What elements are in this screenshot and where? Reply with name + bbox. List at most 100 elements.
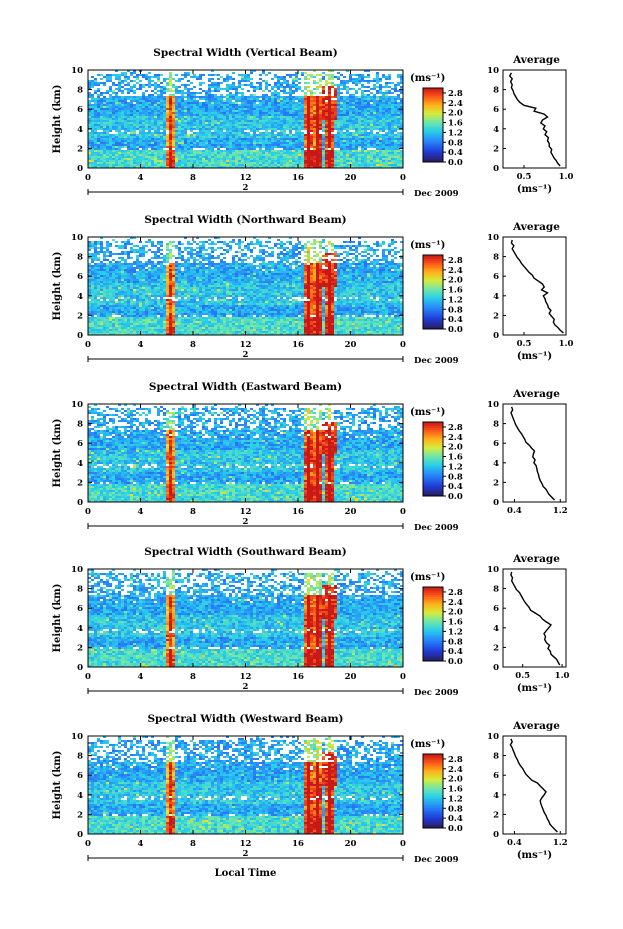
- heatmap-cell: [259, 114, 262, 116]
- heatmap-cell: [346, 134, 349, 136]
- heatmap-cell: [274, 96, 277, 98]
- heatmap-cell: [187, 72, 190, 74]
- heatmap-cell: [232, 102, 235, 104]
- heatmap-cell: [157, 146, 160, 148]
- heatmap-cell: [175, 88, 178, 90]
- heatmap-cell: [367, 70, 370, 72]
- heatmap-cell: [208, 80, 211, 82]
- heatmap-cell: [118, 110, 121, 112]
- heatmap-cell: [226, 122, 229, 124]
- heatmap-cell: [202, 255, 205, 257]
- heatmap-cell: [247, 110, 250, 112]
- heatmap-cell: [382, 118, 385, 120]
- heatmap-cell: [283, 114, 286, 116]
- heatmap-cell: [316, 98, 319, 100]
- heatmap-cell: [250, 120, 253, 122]
- heatmap-cell: [190, 148, 193, 150]
- heatmap-cell: [217, 138, 220, 140]
- heatmap-cell: [250, 122, 253, 124]
- heatmap-cell: [295, 84, 298, 86]
- heatmap-cell: [373, 164, 376, 166]
- heatmap-cell: [214, 88, 217, 90]
- heatmap-cell: [148, 164, 151, 166]
- heatmap-cell: [118, 80, 121, 82]
- heatmap-cell: [313, 144, 316, 146]
- heatmap-cell: [97, 98, 100, 100]
- heatmap-cell: [115, 164, 118, 166]
- heatmap-cell: [304, 243, 307, 245]
- heatmap-cell: [262, 245, 265, 247]
- heatmap-cell: [325, 82, 328, 84]
- heatmap-cell: [172, 116, 175, 118]
- heatmap-cell: [259, 108, 262, 110]
- heatmap-cell: [214, 150, 217, 152]
- heatmap-cell: [325, 128, 328, 130]
- heatmap-cell: [112, 96, 115, 98]
- heatmap-cell: [376, 150, 379, 152]
- heatmap-cell: [322, 156, 325, 158]
- heatmap-cell: [361, 251, 364, 253]
- heatmap-cell: [220, 104, 223, 106]
- heatmap-cell: [133, 106, 136, 108]
- heatmap-cell: [238, 84, 241, 86]
- heatmap-cell: [238, 130, 241, 132]
- heatmap-cell: [235, 116, 238, 118]
- heatmap-cell: [376, 126, 379, 128]
- heatmap-cell: [244, 255, 247, 257]
- heatmap-cell: [115, 114, 118, 116]
- heatmap-cell: [322, 158, 325, 160]
- heatmap-cell: [88, 110, 91, 112]
- heatmap-cell: [256, 124, 259, 126]
- heatmap-cell: [121, 138, 124, 140]
- heatmap-cell: [241, 116, 244, 118]
- heatmap-cell: [229, 128, 232, 130]
- heatmap-cell: [187, 251, 190, 253]
- heatmap-cell: [367, 156, 370, 158]
- heatmap-cell: [112, 110, 115, 112]
- heatmap-cell: [289, 162, 292, 164]
- heatmap-cell: [373, 112, 376, 114]
- heatmap-cell: [166, 162, 169, 164]
- heatmap-cell: [157, 138, 160, 140]
- heatmap-cell: [280, 140, 283, 142]
- heatmap-cell: [217, 130, 220, 132]
- heatmap-cell: [328, 164, 331, 166]
- heatmap-cell: [244, 136, 247, 138]
- heatmap-cell: [88, 124, 91, 126]
- heatmap-cell: [343, 142, 346, 144]
- heatmap-cell: [268, 152, 271, 154]
- heatmap-cell: [307, 82, 310, 84]
- colorbar-segment: [423, 149, 443, 152]
- heatmap-cell: [166, 243, 169, 245]
- heatmap-cell: [235, 152, 238, 154]
- heatmap-cell: [379, 140, 382, 142]
- heatmap-cell: [352, 102, 355, 104]
- heatmap-cell: [154, 114, 157, 116]
- heatmap-cell: [235, 98, 238, 100]
- heatmap-cell: [307, 116, 310, 118]
- heatmap-cell: [250, 70, 253, 72]
- heatmap-cell: [283, 122, 286, 124]
- heatmap-cell: [313, 116, 316, 118]
- heatmap-cell: [205, 104, 208, 106]
- heatmap-cell: [154, 92, 157, 94]
- heatmap-cell: [385, 144, 388, 146]
- heatmap-cell: [307, 74, 310, 76]
- heatmap-cell: [148, 130, 151, 132]
- heatmap-cell: [343, 134, 346, 136]
- heatmap-cell: [196, 76, 199, 78]
- heatmap-cell: [124, 146, 127, 148]
- heatmap-cell: [157, 247, 160, 249]
- heatmap-cell: [139, 88, 142, 90]
- heatmap-cell: [382, 74, 385, 76]
- heatmap-cell: [130, 72, 133, 74]
- heatmap-cell: [325, 120, 328, 122]
- heatmap-cell: [109, 122, 112, 124]
- heatmap-cell: [211, 249, 214, 251]
- heatmap-cell: [220, 124, 223, 126]
- heatmap-cell: [274, 112, 277, 114]
- heatmap-cell: [94, 124, 97, 126]
- heatmap-cell: [343, 122, 346, 124]
- heatmap-cell: [382, 110, 385, 112]
- heatmap-cell: [184, 128, 187, 130]
